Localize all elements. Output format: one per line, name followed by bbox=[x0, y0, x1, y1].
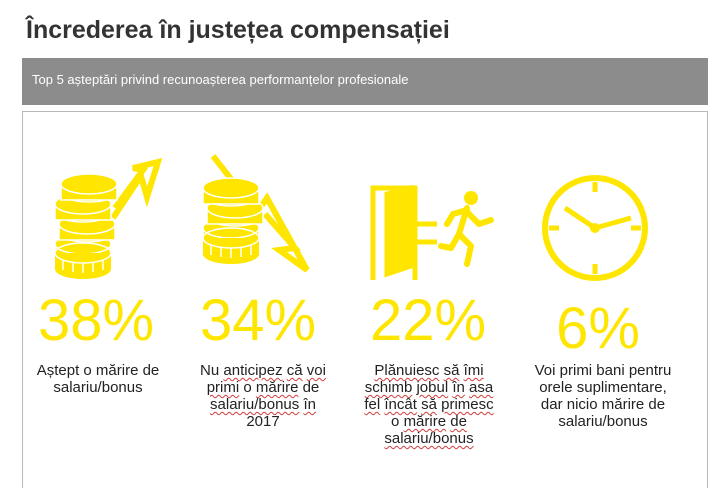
page-title: Încrederea în justețea compensației bbox=[26, 16, 450, 44]
subtitle-banner: Top 5 așteptări privind recunoașterea pe… bbox=[22, 58, 708, 105]
stat-value: 34% bbox=[199, 288, 317, 353]
exit-door-runner-icon bbox=[370, 184, 494, 280]
subtitle-text: Top 5 așteptări privind recunoașterea pe… bbox=[32, 72, 409, 87]
stat-value: 6% bbox=[556, 296, 640, 361]
stat-description: Nu anticipez că voi primi o mărire de sa… bbox=[200, 362, 326, 430]
stat-description: Plănuiesc să îmi schimb jobul în asa fel… bbox=[364, 362, 494, 447]
coins-arrow-up-icon bbox=[54, 157, 162, 279]
stat-description: Voi primi bani pentru orele suplimentare… bbox=[534, 362, 672, 430]
stat-value: 22% bbox=[369, 288, 487, 353]
stat-description: Aștept o mărire de salariu/bonus bbox=[36, 362, 160, 396]
stats-panel: 38% Aștept o mărire de salariu/bonus bbox=[22, 111, 708, 488]
clock-icon bbox=[542, 175, 648, 281]
stat-value: 38% bbox=[37, 288, 155, 353]
coins-arrow-down-icon bbox=[202, 154, 310, 273]
